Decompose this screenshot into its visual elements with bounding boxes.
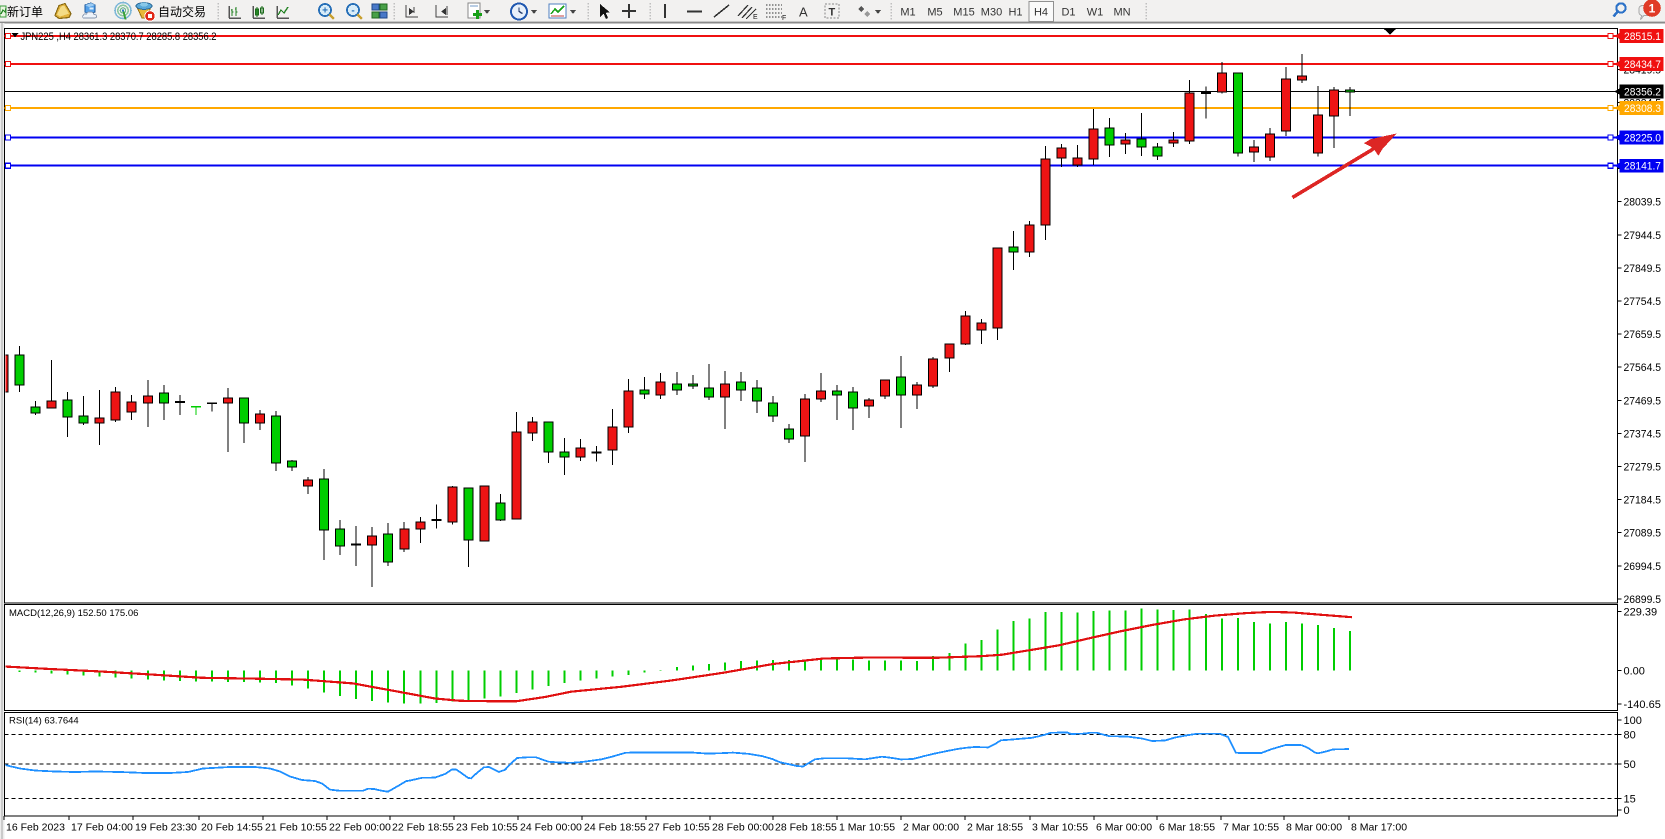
svg-text:27659.5: 27659.5	[1624, 329, 1662, 341]
svg-text:6 Mar 00:00: 6 Mar 00:00	[1096, 822, 1152, 834]
svg-text:1: 1	[1649, 2, 1656, 16]
svg-text:22 Feb 18:55: 22 Feb 18:55	[392, 822, 454, 834]
svg-text:15: 15	[1624, 794, 1636, 806]
svg-text:100: 100	[1624, 715, 1642, 727]
svg-text:H4: H4	[1034, 7, 1048, 19]
svg-text:M1: M1	[900, 7, 915, 19]
svg-text:3 Mar 10:55: 3 Mar 10:55	[1032, 822, 1088, 834]
svg-text:27 Feb 10:55: 27 Feb 10:55	[648, 822, 710, 834]
svg-text:JPN225 ,H4 28361.3 28370.7 28: JPN225 ,H4 28361.3 28370.7 28285.8 28356…	[21, 31, 217, 43]
svg-text:50: 50	[1624, 759, 1636, 771]
svg-text:MACD(12,26,9) 152.50 175.06: MACD(12,26,9) 152.50 175.06	[9, 608, 138, 619]
svg-text:28141.7: 28141.7	[1624, 161, 1661, 173]
svg-text:27184.5: 27184.5	[1624, 495, 1662, 507]
svg-text:6 Mar 18:55: 6 Mar 18:55	[1159, 822, 1215, 834]
svg-text:28 Feb 18:55: 28 Feb 18:55	[775, 822, 837, 834]
svg-text:20 Feb 14:55: 20 Feb 14:55	[201, 822, 263, 834]
svg-text:M30: M30	[981, 7, 1002, 19]
svg-text:26899.5: 26899.5	[1624, 594, 1662, 606]
svg-text:M15: M15	[953, 7, 974, 19]
svg-text:24 Feb 18:55: 24 Feb 18:55	[584, 822, 646, 834]
svg-text:21 Feb 10:55: 21 Feb 10:55	[265, 822, 327, 834]
svg-text:229.39: 229.39	[1624, 607, 1658, 619]
svg-text:27849.5: 27849.5	[1624, 263, 1662, 275]
svg-text:27374.5: 27374.5	[1624, 428, 1662, 440]
svg-text:22 Feb 00:00: 22 Feb 00:00	[329, 822, 391, 834]
svg-text:0.00: 0.00	[1624, 665, 1645, 677]
svg-text:自动交易: 自动交易	[158, 4, 206, 19]
svg-text:F: F	[782, 15, 786, 22]
svg-text:8 Mar 00:00: 8 Mar 00:00	[1286, 822, 1342, 834]
svg-text:16 Feb 2023: 16 Feb 2023	[6, 822, 65, 834]
svg-text:19 Feb 23:30: 19 Feb 23:30	[135, 822, 197, 834]
svg-text:2 Mar 00:00: 2 Mar 00:00	[903, 822, 959, 834]
svg-text:28515.1: 28515.1	[1624, 31, 1661, 43]
svg-text:7 Mar 10:55: 7 Mar 10:55	[1223, 822, 1279, 834]
svg-text:80: 80	[1624, 730, 1636, 742]
svg-text:E: E	[753, 14, 758, 21]
svg-text:28225.0: 28225.0	[1624, 133, 1661, 145]
svg-text:17 Feb 04:00: 17 Feb 04:00	[71, 822, 133, 834]
svg-text:24 Feb 00:00: 24 Feb 00:00	[520, 822, 582, 834]
svg-text:-: -	[351, 6, 354, 17]
svg-text:27469.5: 27469.5	[1624, 395, 1662, 407]
svg-text:23 Feb 10:55: 23 Feb 10:55	[456, 822, 518, 834]
svg-text:8 Mar 17:00: 8 Mar 17:00	[1351, 822, 1407, 834]
svg-text:28308.3: 28308.3	[1624, 103, 1661, 115]
svg-text:新订单: 新订单	[7, 4, 43, 19]
svg-text:27279.5: 27279.5	[1624, 462, 1662, 474]
svg-text:27754.5: 27754.5	[1624, 296, 1662, 308]
svg-text:28356.2: 28356.2	[1624, 87, 1661, 99]
svg-text:28 Feb 00:00: 28 Feb 00:00	[712, 822, 774, 834]
svg-text:27089.5: 27089.5	[1624, 528, 1662, 540]
svg-text:0: 0	[1624, 805, 1630, 817]
svg-text:RSI(14) 63.7644: RSI(14) 63.7644	[9, 716, 79, 727]
svg-text:1 Mar 10:55: 1 Mar 10:55	[839, 822, 895, 834]
svg-text:A: A	[799, 5, 808, 20]
svg-text:28434.7: 28434.7	[1624, 59, 1661, 71]
svg-text:27944.5: 27944.5	[1624, 230, 1662, 242]
svg-text:28039.5: 28039.5	[1624, 197, 1662, 209]
svg-text:D1: D1	[1061, 7, 1075, 19]
svg-text:T: T	[829, 7, 836, 19]
svg-text:MN: MN	[1113, 7, 1130, 19]
svg-text:26994.5: 26994.5	[1624, 561, 1662, 573]
svg-text:27564.5: 27564.5	[1624, 362, 1662, 374]
svg-text:+: +	[322, 6, 328, 17]
svg-text:W1: W1	[1087, 7, 1104, 19]
svg-text:2 Mar 18:55: 2 Mar 18:55	[967, 822, 1023, 834]
svg-text:H1: H1	[1008, 7, 1022, 19]
svg-text:-140.65: -140.65	[1624, 699, 1661, 711]
svg-text:M5: M5	[927, 7, 942, 19]
